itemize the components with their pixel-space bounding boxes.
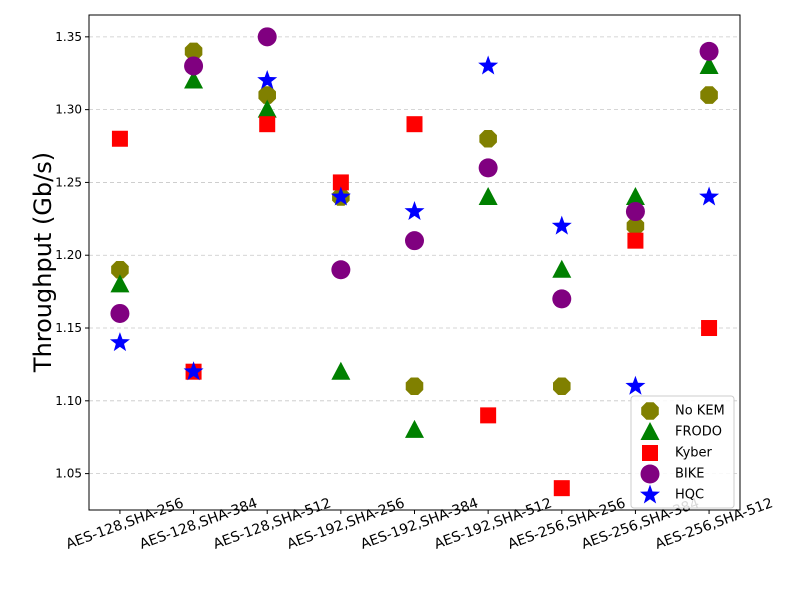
legend-label: BIKE xyxy=(675,467,705,482)
point-no-kem xyxy=(184,42,203,61)
y-axis: 1.05 1.10 1.15 1.20 1.25 1.30 1.35 xyxy=(55,30,89,481)
point-no-kem xyxy=(553,377,571,396)
point-bike xyxy=(552,289,572,309)
point-kyber xyxy=(406,116,423,133)
legend-label: FRODO xyxy=(675,425,722,440)
point-no-kem xyxy=(626,217,645,235)
point-no-kem xyxy=(479,129,497,148)
point-no-kem xyxy=(111,261,129,279)
point-hqc xyxy=(478,55,499,75)
y-axis-label: Throughput (Gb/s) xyxy=(29,152,57,373)
point-no-kem xyxy=(258,86,276,104)
point-frodo xyxy=(110,274,130,293)
point-frodo xyxy=(405,419,424,438)
point-kyber xyxy=(480,407,497,424)
point-hqc xyxy=(330,186,351,206)
point-bike xyxy=(699,41,719,61)
legend-marker-no-kem xyxy=(641,402,659,420)
point-bike xyxy=(331,260,351,280)
point-kyber xyxy=(111,130,128,147)
point-bike xyxy=(405,231,424,251)
point-kyber xyxy=(627,232,644,249)
point-hqc xyxy=(699,186,720,206)
y-tick-label: 1.10 xyxy=(55,394,82,408)
point-no-kem xyxy=(700,86,718,104)
point-kyber xyxy=(332,174,349,191)
point-frodo xyxy=(552,259,572,278)
point-kyber xyxy=(553,480,570,497)
series-frodo xyxy=(110,55,719,438)
point-hqc xyxy=(551,215,572,235)
point-frodo xyxy=(478,186,498,205)
point-hqc xyxy=(625,375,646,395)
point-kyber xyxy=(259,116,276,133)
legend-marker-hqc xyxy=(640,484,660,504)
point-frodo xyxy=(257,99,277,118)
point-frodo xyxy=(184,70,204,89)
data-series xyxy=(109,27,720,497)
y-tick-label: 1.15 xyxy=(55,321,82,335)
legend-label: Kyber xyxy=(675,446,713,461)
point-hqc xyxy=(404,201,425,221)
gridlines xyxy=(89,36,740,475)
y-tick-label: 1.05 xyxy=(55,467,82,481)
legend-marker-bike xyxy=(640,464,660,484)
y-tick-label: 1.25 xyxy=(55,175,82,189)
point-kyber xyxy=(701,320,718,337)
point-frodo xyxy=(331,361,351,380)
point-bike xyxy=(625,202,645,222)
point-bike xyxy=(110,303,130,323)
legend-label: No KEM xyxy=(675,404,725,419)
series-hqc xyxy=(109,55,720,395)
point-hqc xyxy=(257,70,278,90)
y-tick-label: 1.35 xyxy=(55,30,82,44)
series-bike xyxy=(110,27,719,323)
y-tick-label: 1.30 xyxy=(55,103,82,117)
legend: No KEM FRODO Kyber BIKE HQC xyxy=(630,395,735,509)
legend-label: HQC xyxy=(675,488,704,503)
point-bike xyxy=(478,158,498,178)
y-tick-label: 1.20 xyxy=(55,248,82,262)
point-hqc xyxy=(183,361,204,381)
point-hqc xyxy=(109,332,130,352)
legend-marker-frodo xyxy=(640,422,660,440)
point-frodo xyxy=(699,55,719,74)
point-bike xyxy=(257,27,277,47)
point-frodo xyxy=(625,186,645,205)
point-no-kem xyxy=(405,377,424,396)
legend-marker-kyber xyxy=(642,445,658,461)
point-bike xyxy=(184,56,204,76)
